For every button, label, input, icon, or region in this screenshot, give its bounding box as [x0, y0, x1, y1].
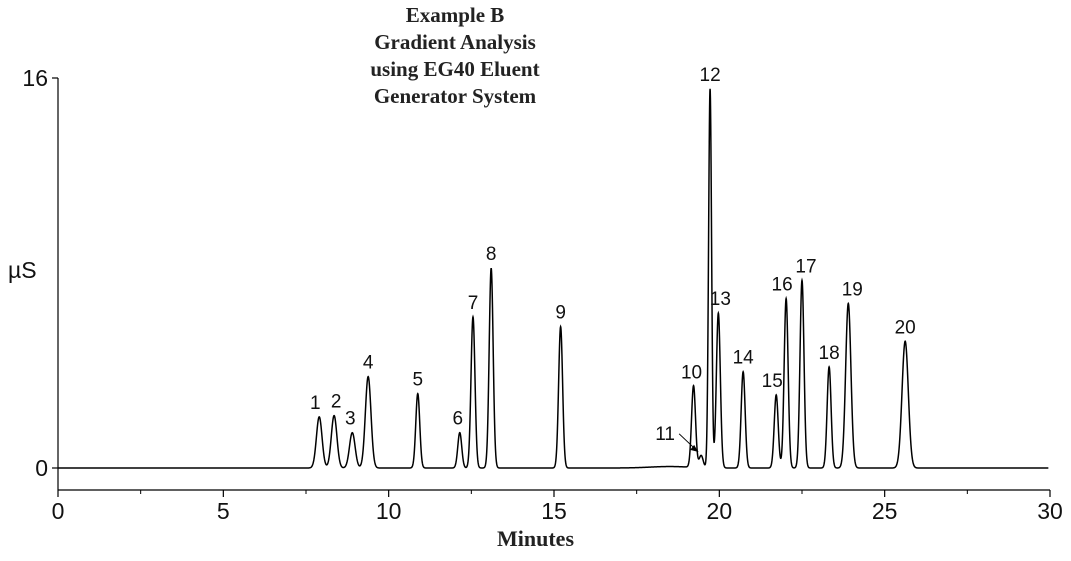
peak-label-18: 18 — [819, 343, 840, 364]
chromatogram-trace — [58, 88, 1049, 469]
peak-label-13: 13 — [710, 289, 731, 310]
peak-label-15: 15 — [762, 371, 783, 392]
y-axis-label: µS — [8, 257, 37, 283]
x-tick-label: 10 — [376, 498, 402, 524]
peak-11-arrowhead — [690, 444, 699, 452]
peak-label-12: 12 — [700, 65, 721, 86]
peak-label-20: 20 — [895, 317, 916, 338]
chart-title-line-4: Generator System — [373, 84, 537, 108]
peak-label-3: 3 — [345, 409, 356, 430]
x-tick-label: 15 — [541, 498, 567, 524]
chart-title: Example B Gradient Analysis using EG40 E… — [255, 2, 655, 110]
x-tick-label: 20 — [707, 498, 733, 524]
peak-label-7: 7 — [468, 293, 479, 314]
chart-title-line-1: Example B — [405, 3, 505, 27]
peak-label-1: 1 — [310, 393, 321, 414]
x-tick-label: 25 — [872, 498, 898, 524]
x-tick-label: 0 — [52, 498, 65, 524]
x-axis-label: Minutes — [497, 526, 574, 551]
peak-label-9: 9 — [555, 303, 566, 324]
peak-label-5: 5 — [412, 370, 423, 391]
peak-label-4: 4 — [363, 353, 374, 374]
y-tick-label: 16 — [22, 65, 48, 91]
peak-label-2: 2 — [331, 392, 342, 413]
chart-title-line-2: Gradient Analysis — [374, 30, 536, 54]
peak-label-19: 19 — [842, 279, 863, 300]
peak-label-11: 11 — [655, 424, 675, 445]
peak-label-17: 17 — [795, 256, 816, 277]
x-tick-label: 5 — [217, 498, 230, 524]
peak-label-10: 10 — [681, 362, 702, 383]
chart-title-line-3: using EG40 Eluent — [370, 57, 540, 81]
peak-label-16: 16 — [772, 275, 793, 296]
peak-label-6: 6 — [452, 409, 463, 430]
x-tick-label: 30 — [1037, 498, 1063, 524]
peak-label-14: 14 — [733, 348, 755, 369]
y-tick-label: 0 — [35, 455, 48, 481]
peak-label-8: 8 — [486, 244, 497, 265]
